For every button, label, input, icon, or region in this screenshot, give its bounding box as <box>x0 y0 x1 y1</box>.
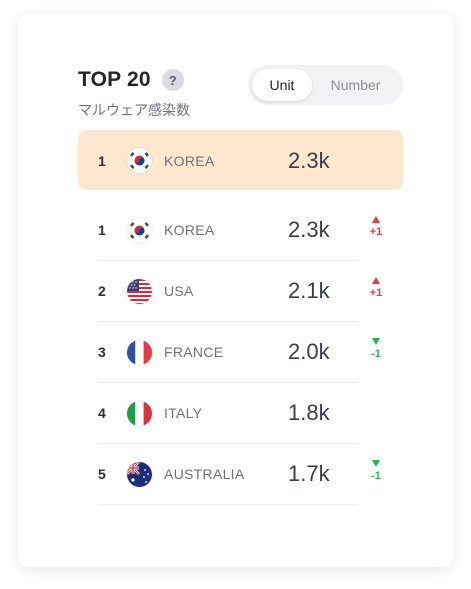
usa-flag-icon <box>127 279 152 304</box>
country-name: USA <box>164 283 194 299</box>
country-name: KOREA <box>164 222 215 238</box>
rank-number: 1 <box>98 222 106 238</box>
list-item[interactable]: 1 KOREA 2.3k +1 <box>98 200 382 261</box>
trend-down-icon <box>372 460 380 467</box>
country-name: ITALY <box>164 405 203 421</box>
trend-up-icon <box>372 216 380 223</box>
korea-flag-icon <box>127 218 152 243</box>
list-item[interactable]: 2 USA 2.1k +1 <box>98 261 382 322</box>
infection-value: 1.8k <box>288 400 330 425</box>
rank-change: +1 <box>367 216 385 239</box>
list-item[interactable]: 5 AUSTRALIA 1.7k -1 <box>98 444 381 505</box>
rank-number: 5 <box>98 466 106 482</box>
rank-change-value: +1 <box>369 287 383 299</box>
korea-flag-icon <box>127 148 152 173</box>
rank-number: 1 <box>98 152 106 169</box>
trend-up-icon <box>372 277 380 284</box>
rank-change: -1 <box>367 460 385 483</box>
rank-number: 4 <box>98 405 106 421</box>
infection-value: 1.7k <box>288 461 330 486</box>
toggle-option-unit[interactable]: Unit <box>252 69 312 101</box>
top20-card: TOP 20 ? マルウェア感染数 Unit Number 1 KOREA 2.… <box>18 14 453 567</box>
list-item[interactable]: 4 ITALY 1.8k <box>98 383 358 444</box>
help-icon[interactable]: ? <box>161 69 184 91</box>
card-title: TOP 20 <box>78 68 151 91</box>
infection-value: 2.0k <box>288 339 330 364</box>
rank-number: 2 <box>98 283 106 299</box>
country-name: KOREA <box>164 152 215 169</box>
card-subtitle: マルウェア感染数 <box>78 103 190 119</box>
country-name: FRANCE <box>164 344 224 360</box>
rank-change: +1 <box>367 277 385 300</box>
trend-down-icon <box>372 338 380 345</box>
france-flag-icon <box>127 340 152 365</box>
infection-value: 2.3k <box>288 147 330 173</box>
unit-number-toggle[interactable]: Unit Number <box>248 65 403 105</box>
rank-change-value: -1 <box>371 348 381 360</box>
rank-change: -1 <box>367 338 385 361</box>
infection-value: 2.3k <box>288 217 330 242</box>
card-header: TOP 20 ? <box>78 68 184 92</box>
rank-change-value: +1 <box>369 226 383 238</box>
italy-flag-icon <box>127 401 152 426</box>
rank-number: 3 <box>98 344 106 360</box>
country-name: AUSTRALIA <box>164 466 245 482</box>
infection-value: 2.1k <box>288 278 330 303</box>
rank-change-value: -1 <box>371 470 381 482</box>
highlighted-row[interactable]: 1 KOREA 2.3k <box>98 130 358 191</box>
australia-flag-icon <box>127 462 152 487</box>
toggle-option-number[interactable]: Number <box>330 77 381 93</box>
list-item[interactable]: 3 FRANCE 2.0k -1 <box>98 322 381 383</box>
